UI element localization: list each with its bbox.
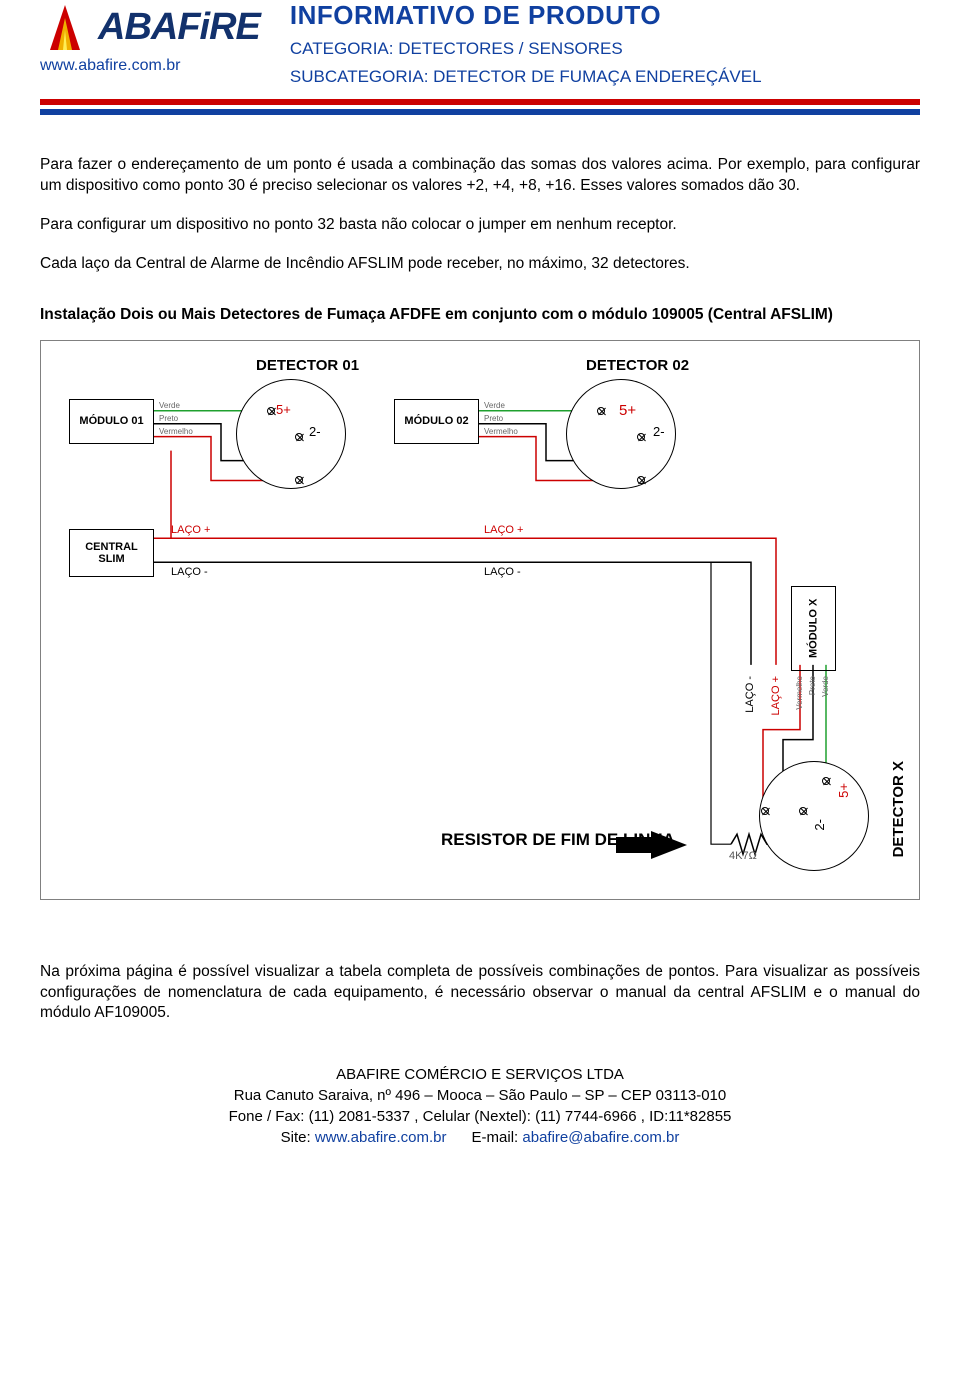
verde-label-x: Verde [821, 676, 832, 697]
paragraph-3: Cada laço da Central de Alarme de Incênd… [40, 254, 920, 275]
5plus-1: 5+ [276, 401, 291, 419]
subcategory-line: SUBCATEGORIA: DETECTOR DE FUMAÇA ENDEREÇ… [290, 67, 920, 87]
footer-company: ABAFIRE COMÉRCIO E SERVIÇOS LTDA [0, 1064, 960, 1085]
terminal-icon [295, 476, 303, 484]
terminal-icon [637, 433, 645, 441]
category-line: CATEGORIA: DETECTORES / SENSORES [290, 39, 920, 59]
2minus-2: 2- [653, 423, 665, 441]
paragraph-1: Para fazer o endereçamento de um ponto é… [40, 155, 920, 197]
footer-site-link[interactable]: www.abafire.com.br [315, 1129, 447, 1146]
terminal-icon [267, 407, 275, 415]
5plus-x: 5+ [835, 783, 853, 798]
brand-name: ABAFiRE [98, 6, 260, 49]
terminal-icon [822, 777, 830, 785]
laco-neg-2: LAÇO - [484, 565, 521, 580]
laco-pos-2: LAÇO + [484, 523, 523, 538]
modulo01-box: MÓDULO 01 [69, 399, 154, 444]
paragraph-bottom: Na próxima página é possível visualizar … [0, 962, 960, 1025]
email-label: E-mail: [472, 1129, 523, 1146]
terminal-icon [597, 407, 605, 415]
preto-label-x: Preto [808, 676, 819, 695]
header-rule [40, 99, 920, 115]
laco-neg-x: LAÇO - [743, 676, 758, 713]
header-info: INFORMATIVO DE PRODUTO CATEGORIA: DETECT… [290, 0, 920, 87]
brand-website: www.abafire.com.br [40, 57, 181, 75]
wiring-diagram: DETECTOR 01 DETECTOR 02 DETECTOR X MÓDUL… [40, 340, 920, 900]
footer-email-link[interactable]: abafire@abafire.com.br [522, 1129, 679, 1146]
vermelho-label-2: Vermelho [484, 427, 518, 438]
laco-pos-1: LAÇO + [171, 523, 210, 538]
detector02-label: DETECTOR 02 [586, 356, 689, 376]
laco-neg-1: LAÇO - [171, 565, 208, 580]
detector01-label: DETECTOR 01 [256, 356, 359, 376]
detectorX-circle [759, 761, 869, 871]
site-label: Site: [281, 1129, 315, 1146]
laco-pos-x: LAÇO + [769, 676, 784, 715]
5plus-2: 5+ [619, 401, 636, 421]
terminal-icon [799, 807, 807, 815]
arrow-icon [651, 831, 687, 859]
terminal-icon [761, 807, 769, 815]
terminal-icon [637, 476, 645, 484]
terminal-icon [295, 433, 303, 441]
modulo02-box: MÓDULO 02 [394, 399, 479, 444]
preto-label-1: Preto [159, 414, 178, 425]
paragraph-2: Para configurar um dispositivo no ponto … [40, 215, 920, 236]
2minus-x: 2- [811, 819, 829, 831]
header-block: ABAFiRE www.abafire.com.br INFORMATIVO D… [40, 0, 920, 87]
detectorX-label: DETECTOR X [889, 761, 909, 857]
footer-phones: Fone / Fax: (11) 2081-5337 , Celular (Ne… [0, 1106, 960, 1127]
logo-block: ABAFiRE www.abafire.com.br [40, 0, 260, 75]
footer: ABAFIRE COMÉRCIO E SERVIÇOS LTDA Rua Can… [0, 1064, 960, 1168]
brand-logo: ABAFiRE [40, 0, 260, 55]
2minus-1: 2- [309, 423, 321, 441]
verde-label-1: Verde [159, 401, 180, 412]
footer-links: Site: www.abafire.com.br E-mail: abafire… [0, 1127, 960, 1148]
arrow-body-icon [616, 837, 652, 853]
vermelho-label-x: Vermelho [795, 676, 806, 710]
section-heading: Instalação Dois ou Mais Detectores de Fu… [40, 305, 920, 326]
footer-address: Rua Canuto Saraiva, nº 496 – Mooca – São… [0, 1085, 960, 1106]
detector01-circle [236, 379, 346, 489]
resistor-value: 4K7Ω [729, 849, 757, 864]
verde-label-2: Verde [484, 401, 505, 412]
flame-icon [40, 0, 90, 55]
document-title: INFORMATIVO DE PRODUTO [290, 0, 920, 31]
moduloX-box: MÓDULO X [791, 586, 836, 671]
preto-label-2: Preto [484, 414, 503, 425]
vermelho-label-1: Vermelho [159, 427, 193, 438]
central-box: CENTRAL SLIM [69, 529, 154, 577]
